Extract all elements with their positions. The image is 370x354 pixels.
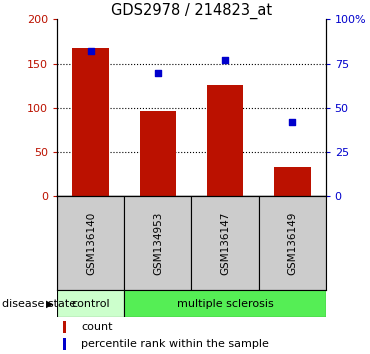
Bar (63, 321, 66, 333)
Text: percentile rank within the sample: percentile rank within the sample (81, 339, 269, 349)
Bar (73, 48, 109, 196)
Text: disease state: disease state (2, 298, 76, 309)
Text: ▶: ▶ (46, 298, 54, 309)
Bar (274, 167, 310, 196)
Text: control: control (71, 298, 110, 309)
Text: GSM136149: GSM136149 (287, 212, 297, 275)
Bar (124, 196, 192, 290)
Point (289, 119, 295, 125)
Bar (192, 196, 259, 290)
Text: count: count (81, 322, 113, 332)
Point (155, 70, 161, 75)
Text: GSM136140: GSM136140 (86, 212, 96, 275)
Text: multiple sclerosis: multiple sclerosis (176, 298, 273, 309)
Point (222, 57, 228, 63)
Bar (63, 338, 66, 349)
Bar (206, 85, 243, 196)
Title: GDS2978 / 214823_at: GDS2978 / 214823_at (111, 3, 272, 19)
Point (88, 48, 94, 54)
Bar (124, 290, 326, 317)
Bar (57, 290, 124, 317)
Text: GSM134953: GSM134953 (153, 212, 163, 275)
Bar (57, 196, 124, 290)
Text: GSM136147: GSM136147 (220, 212, 230, 275)
Bar (259, 196, 326, 290)
Bar (139, 110, 176, 196)
